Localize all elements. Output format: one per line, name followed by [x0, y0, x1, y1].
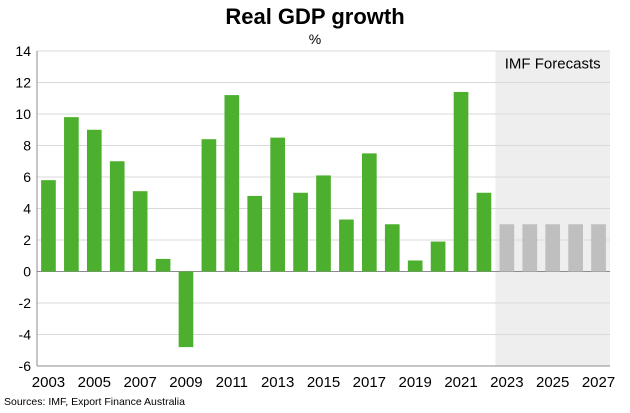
bar-2017	[362, 153, 377, 272]
bar-2009	[178, 271, 194, 348]
bar-2012	[247, 195, 263, 272]
x-tick-label: 2005	[78, 374, 111, 391]
bar-2024	[522, 224, 538, 272]
unit-label: %	[308, 31, 322, 47]
y-axis: -6 -4 -2 0 2 4 6 8 10 12 14	[15, 43, 610, 374]
bar-2007	[132, 191, 148, 272]
y-tick-label: 0	[23, 264, 31, 280]
x-tick-label: 2025	[536, 374, 569, 391]
bar-2023	[499, 224, 515, 272]
x-tick-label: 2015	[307, 374, 340, 391]
bar-2027	[591, 224, 606, 272]
bar-2025	[545, 224, 561, 272]
y-tick-label: 12	[15, 75, 31, 91]
forecast-label: IMF Forecasts	[505, 55, 601, 72]
bar-2019	[407, 260, 423, 272]
y-tick-label: 4	[23, 201, 31, 217]
bars	[41, 91, 606, 348]
bar-2018	[384, 224, 400, 272]
y-tick-label: -4	[19, 327, 32, 343]
x-tick-label: 2011	[216, 374, 248, 391]
y-tick-label: 8	[23, 138, 31, 154]
x-tick-label: 2021	[444, 374, 477, 391]
x-tick-label: 2019	[398, 374, 431, 391]
bar-2013	[270, 137, 285, 272]
x-tick-label: 2009	[169, 374, 202, 391]
source-note: Sources: IMF, Export Finance Australia	[4, 396, 185, 408]
bar-2010	[201, 139, 217, 272]
x-tick-label: 2017	[353, 374, 386, 391]
bar-2005	[86, 129, 102, 272]
x-tick-label: 2007	[123, 374, 156, 391]
x-tick-label: 2003	[32, 374, 65, 391]
y-tick-label: 6	[23, 169, 31, 185]
bar-2011	[224, 95, 240, 272]
y-tick-label: -2	[19, 295, 32, 311]
bar-2022	[476, 192, 492, 272]
y-tick-label: 14	[15, 43, 31, 59]
x-tick-label: 2023	[490, 374, 523, 391]
bar-2021	[453, 91, 469, 272]
chart-title: Real GDP growth	[225, 4, 405, 29]
bar-2014	[293, 192, 308, 272]
y-tick-label: -6	[19, 358, 32, 374]
bar-2004	[64, 117, 79, 272]
y-tick-label: 10	[15, 106, 31, 122]
x-axis: 2003 2005 2007 2009 2011 2013 2015 2017 2019 2021…	[32, 365, 615, 391]
y-tick-label: 2	[23, 232, 31, 248]
bar-2003	[41, 180, 56, 272]
bar-2020	[430, 241, 446, 272]
bar-2015	[316, 175, 331, 272]
bar-2016	[339, 219, 354, 272]
bar-2026	[568, 224, 583, 272]
x-tick-label: 2013	[261, 374, 294, 391]
bar-2008	[155, 258, 171, 272]
bar-2006	[109, 161, 125, 272]
x-tick-label: 2027	[582, 374, 615, 391]
